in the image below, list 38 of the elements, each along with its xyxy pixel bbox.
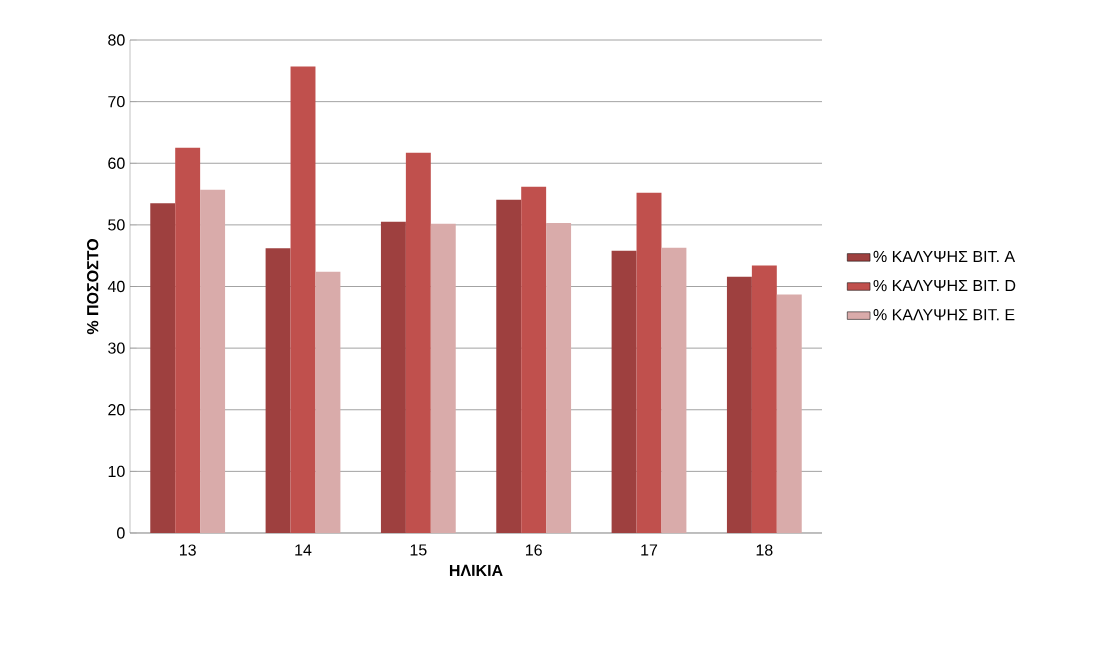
bar — [726, 276, 752, 533]
bar — [430, 223, 456, 533]
x-tick-label: 13 — [179, 544, 196, 556]
y-tick-label: 30 — [108, 342, 125, 354]
bar — [265, 248, 291, 533]
y-tick-label: 60 — [108, 157, 125, 169]
bar — [751, 265, 777, 533]
bar — [380, 221, 406, 533]
bar — [521, 186, 547, 533]
x-tick-label: 17 — [641, 544, 658, 556]
legend-label: % ΚΑΛΥΨΗΣ ΒΙΤ. D — [873, 279, 1016, 292]
bar — [776, 294, 802, 533]
bar — [661, 247, 687, 533]
legend-label: % ΚΑΛΥΨΗΣ ΒΙΤ. Ε — [873, 309, 1015, 321]
x-tick-label: 14 — [295, 544, 312, 556]
bar — [636, 192, 662, 533]
bar — [611, 250, 637, 533]
x-axis-title: ΗΛΙΚΙΑ — [449, 564, 503, 576]
bar — [290, 66, 316, 533]
y-tick-label: 80 — [108, 34, 125, 46]
y-tick-label: 50 — [108, 219, 125, 231]
y-axis-title: % ΠΟΣΟΣΤΟ — [87, 239, 99, 335]
y-tick-label: 10 — [108, 465, 125, 478]
y-tick-label: 20 — [108, 404, 125, 416]
y-tick-label: 40 — [107, 280, 125, 293]
legend-label: % ΚΑΛΥΨΗΣ ΒΙΤ. Α — [873, 250, 1016, 263]
bar — [405, 152, 431, 533]
x-tick-label: 18 — [756, 544, 773, 556]
bar — [496, 199, 522, 533]
bar — [150, 203, 176, 533]
y-tick-label: 70 — [108, 95, 125, 108]
bar — [546, 223, 572, 533]
bar — [315, 271, 341, 533]
bar — [200, 189, 226, 533]
y-tick-label: 0 — [117, 527, 125, 539]
x-tick-label: 16 — [525, 544, 542, 556]
x-tick-label: 15 — [410, 544, 427, 556]
bar — [175, 147, 201, 533]
